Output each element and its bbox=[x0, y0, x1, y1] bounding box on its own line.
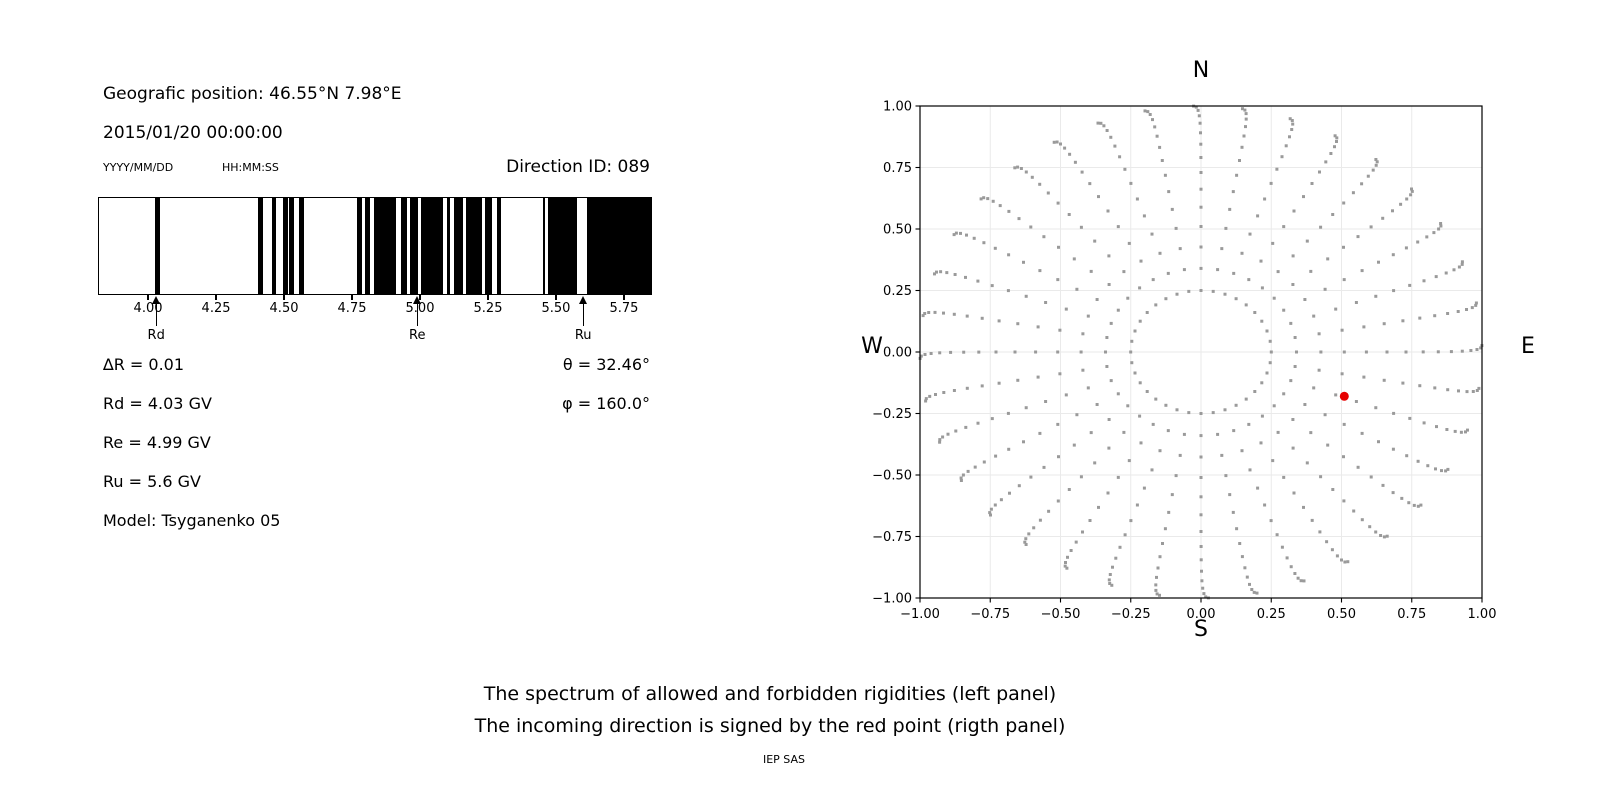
x-tick-label: 5.00 bbox=[405, 301, 435, 316]
red-incoming-direction-point bbox=[1339, 391, 1349, 401]
forbidden-band bbox=[547, 198, 577, 294]
forbidden-band bbox=[485, 198, 492, 294]
forbidden-band bbox=[586, 198, 652, 294]
re-marker-label: Re bbox=[409, 328, 426, 343]
rd-arrow-stem bbox=[155, 302, 157, 326]
forbidden-band bbox=[409, 198, 418, 294]
compass-north-label: N bbox=[1192, 58, 1210, 83]
y-tick-label: 1.00 bbox=[883, 100, 912, 115]
y-tick-label: 0.25 bbox=[883, 284, 912, 299]
y-tick-label: −1.00 bbox=[872, 592, 912, 607]
rigidity-spectrum-plot bbox=[98, 197, 652, 295]
forbidden-band bbox=[283, 198, 288, 294]
y-tick-label: −0.75 bbox=[872, 530, 912, 545]
model-value: Model: Tsyganenko 05 bbox=[103, 511, 281, 530]
datetime-text: 2015/01/20 00:00:00 bbox=[103, 123, 283, 143]
compass-west-label: W bbox=[861, 334, 883, 359]
plot-frame bbox=[919, 105, 1483, 599]
y-tick-label: 0.75 bbox=[883, 161, 912, 176]
caption-line-1: The spectrum of allowed and forbidden ri… bbox=[483, 683, 1057, 705]
forbidden-band bbox=[496, 198, 502, 294]
y-tick-label: −0.25 bbox=[872, 407, 912, 422]
direction-id-text: Direction ID: 089 bbox=[506, 157, 650, 177]
delta-r-value: ∆R = 0.01 bbox=[103, 355, 185, 374]
compass-east-label: E bbox=[1521, 334, 1535, 359]
forbidden-band bbox=[357, 198, 362, 294]
ru-marker-label: Ru bbox=[574, 328, 592, 343]
x-tick-label: 5.50 bbox=[541, 301, 571, 316]
theta-value: θ = 32.46° bbox=[562, 355, 650, 374]
x-tick-label: 0.75 bbox=[1397, 607, 1426, 622]
direction-plot-svg: −1.00 −0.75 −0.50 −0.25 0.00 0.25 0.50 0.75 1.00… bbox=[872, 100, 1497, 623]
x-tick-label: −0.25 bbox=[1111, 607, 1151, 622]
x-tick-mark bbox=[283, 295, 285, 300]
x-tick-label: 1.00 bbox=[1468, 607, 1497, 622]
forbidden-band bbox=[542, 198, 545, 294]
forbidden-band bbox=[400, 198, 407, 294]
geographic-position-text: Geografic position: 46.55°N 7.98°E bbox=[103, 84, 402, 104]
forbidden-band bbox=[453, 198, 463, 294]
x-tick-label: 4.25 bbox=[201, 301, 231, 316]
y-tick-label: −0.50 bbox=[872, 469, 912, 484]
phi-value: φ = 160.0° bbox=[562, 394, 650, 413]
re-arrow-icon bbox=[413, 296, 422, 304]
y-tick-label: 0.50 bbox=[883, 223, 912, 238]
x-tick-label: 4.75 bbox=[337, 301, 367, 316]
forbidden-band bbox=[446, 198, 451, 294]
x-tick-label: 0.00 bbox=[1187, 607, 1216, 622]
caption-credit: IEP SAS bbox=[762, 753, 806, 766]
y-tick-label: 0.00 bbox=[883, 346, 912, 361]
rd-value: Rd = 4.03 GV bbox=[103, 394, 212, 413]
forbidden-band bbox=[289, 198, 294, 294]
x-tick-label: −1.00 bbox=[900, 607, 940, 622]
x-tick-label: 5.75 bbox=[609, 301, 639, 316]
compass-south-label: S bbox=[1194, 617, 1208, 642]
x-tick-mark bbox=[147, 295, 149, 300]
forbidden-band bbox=[364, 198, 370, 294]
x-tick-mark bbox=[487, 295, 489, 300]
forbidden-band bbox=[465, 198, 482, 294]
forbidden-band bbox=[299, 198, 304, 294]
caption-line-2: The incoming direction is signed by the … bbox=[474, 715, 1066, 737]
direction-grid-dots bbox=[918, 104, 1484, 600]
x-tick-label: 4.50 bbox=[269, 301, 299, 316]
x-tick-label: 0.25 bbox=[1257, 607, 1286, 622]
time-format-label: HH:MM:SS bbox=[222, 161, 279, 174]
ru-arrow-icon bbox=[579, 296, 588, 304]
x-tick-label: 4.00 bbox=[133, 301, 163, 316]
x-tick-mark bbox=[555, 295, 557, 300]
x-tick-label: −0.75 bbox=[970, 607, 1010, 622]
forbidden-band bbox=[271, 198, 277, 294]
x-tick-label: −0.50 bbox=[1041, 607, 1081, 622]
re-value: Re = 4.99 GV bbox=[103, 433, 211, 452]
forbidden-band bbox=[421, 198, 444, 294]
ru-value: Ru = 5.6 GV bbox=[103, 472, 201, 491]
forbidden-band bbox=[374, 198, 396, 294]
x-tick-label: 0.50 bbox=[1327, 607, 1356, 622]
date-format-label: YYYY/MM/DD bbox=[103, 161, 174, 174]
re-arrow-stem bbox=[416, 302, 418, 326]
rd-arrow-icon bbox=[152, 296, 161, 304]
forbidden-band bbox=[257, 198, 264, 294]
rd-marker-label: Rd bbox=[147, 328, 165, 343]
forbidden-band bbox=[154, 198, 161, 294]
x-tick-mark bbox=[351, 295, 353, 300]
x-tick-mark bbox=[215, 295, 217, 300]
x-tick-mark bbox=[623, 295, 625, 300]
ru-arrow-stem bbox=[582, 302, 584, 326]
x-tick-label: 5.25 bbox=[473, 301, 503, 316]
